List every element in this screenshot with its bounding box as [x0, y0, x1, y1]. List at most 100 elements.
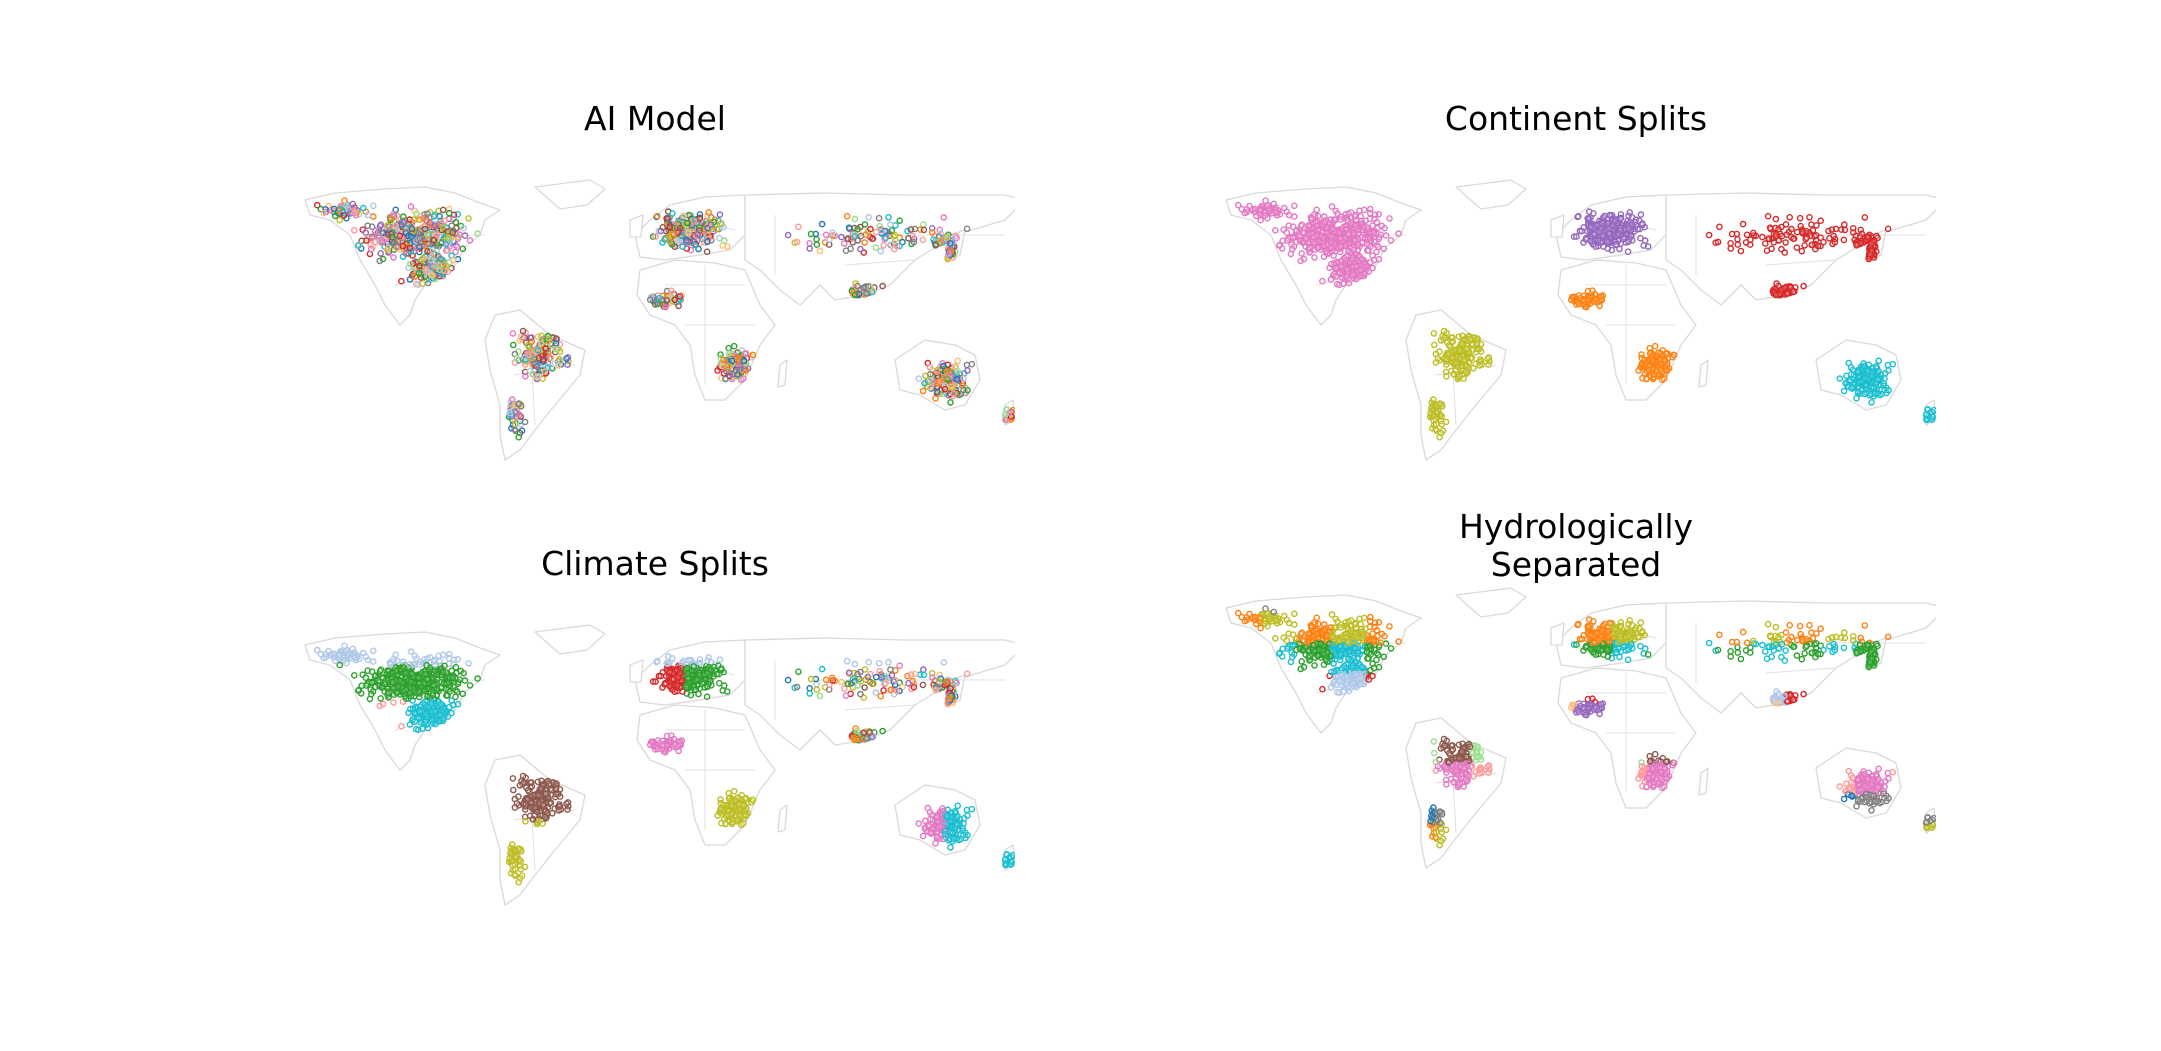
station-point [661, 303, 669, 311]
land-south-america [484, 309, 586, 461]
station-point [1734, 241, 1742, 248]
station-point [1764, 212, 1772, 220]
land-madagascar [777, 804, 788, 833]
station-point [452, 663, 460, 671]
station-point [522, 372, 529, 380]
station-point [449, 674, 457, 682]
station-point [521, 418, 529, 426]
station-point [1881, 375, 1888, 382]
station-point [1366, 234, 1373, 242]
station-point [392, 222, 400, 230]
station-point [415, 714, 423, 722]
station-point [563, 355, 570, 362]
station-point [1651, 342, 1659, 350]
station-point [537, 785, 545, 792]
station-point [816, 692, 824, 700]
station-point [1801, 242, 1808, 249]
station-point [879, 282, 886, 290]
land-uk [1550, 622, 1565, 646]
station-point [844, 680, 852, 688]
station-point [1634, 225, 1642, 233]
station-point [1321, 219, 1328, 226]
land-africa [1557, 259, 1697, 401]
station-point [1395, 230, 1402, 237]
station-point [1875, 367, 1882, 375]
station-point [663, 742, 671, 749]
land-madagascar [777, 359, 788, 388]
station-point [806, 690, 814, 697]
station-point [1345, 248, 1352, 255]
station-point [860, 284, 867, 292]
country-border [844, 704, 916, 711]
station-point [524, 796, 532, 803]
station-point [384, 667, 391, 674]
station-point [860, 729, 867, 737]
station-point [885, 214, 892, 221]
station-point [1459, 332, 1466, 340]
station-point [511, 865, 519, 873]
station-point [921, 824, 928, 832]
station-point [887, 241, 895, 248]
station-point [376, 257, 383, 265]
station-point [508, 841, 516, 848]
land-uk [1550, 214, 1565, 238]
station-point [389, 234, 396, 241]
station-point [1289, 245, 1296, 253]
station-point [320, 209, 328, 217]
station-point [1847, 363, 1855, 371]
station-point [1597, 293, 1605, 300]
station-point [1587, 224, 1595, 231]
station-point [387, 215, 394, 222]
station-point [534, 791, 542, 799]
station-point [1473, 340, 1481, 347]
station-point [666, 224, 674, 231]
station-point [669, 210, 676, 217]
station-point [428, 716, 436, 724]
station-point [934, 833, 941, 840]
station-point [806, 245, 814, 252]
station-point [1300, 239, 1307, 246]
station-point [842, 247, 850, 254]
station-point [1750, 229, 1757, 237]
station-point [1765, 235, 1773, 243]
land-madagascar [1698, 359, 1709, 388]
station-point [1808, 241, 1816, 248]
station-point [1443, 372, 1450, 380]
station-point [351, 227, 358, 234]
station-point [1868, 240, 1875, 247]
station-point [1308, 215, 1315, 222]
station-point [670, 675, 678, 683]
station-point [705, 209, 713, 216]
station-point [949, 384, 957, 392]
station-point [741, 795, 749, 802]
station-point [822, 676, 830, 684]
station-point [1585, 215, 1593, 223]
station-point [343, 647, 350, 654]
station-point [1320, 242, 1328, 250]
station-point [1762, 240, 1769, 247]
station-point [963, 225, 971, 233]
station-point [851, 660, 859, 668]
panel-ai-model: AI Model [295, 100, 1015, 520]
station-point [1784, 290, 1792, 297]
station-point [1315, 238, 1323, 245]
station-point [1306, 244, 1313, 252]
station-point [537, 340, 545, 347]
station-point [718, 220, 725, 227]
station-point [703, 693, 711, 700]
station-point [720, 356, 727, 364]
station-point [513, 354, 521, 362]
station-point [669, 655, 676, 662]
station-point [723, 243, 731, 250]
station-point [439, 668, 447, 676]
station-point [920, 666, 927, 673]
station-point [1334, 210, 1341, 218]
station-point [449, 229, 457, 237]
station-point [826, 236, 833, 243]
station-point [691, 241, 699, 249]
station-point [872, 228, 880, 236]
station-point [513, 799, 521, 807]
station-point [915, 820, 923, 827]
station-point [663, 297, 671, 304]
station-point [964, 367, 971, 374]
